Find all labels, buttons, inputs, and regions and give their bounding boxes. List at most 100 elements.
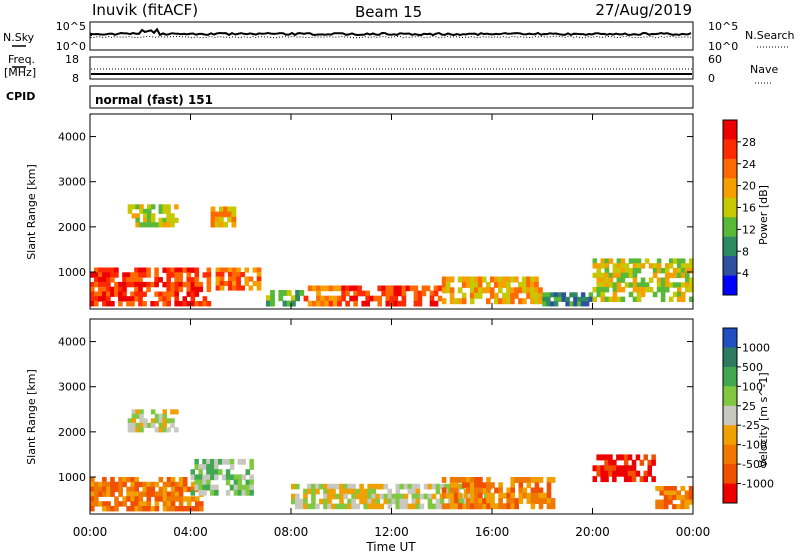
echo-cell (526, 276, 531, 283)
echo-cell (351, 493, 356, 500)
colorbar-swatch (723, 197, 737, 218)
echo-cell (118, 486, 123, 493)
echo-cell (219, 206, 224, 213)
echo-cell (98, 272, 103, 278)
echo-cell (604, 476, 609, 483)
echo-cell (361, 290, 366, 297)
echo-cell (341, 295, 346, 302)
echo-cell (608, 296, 614, 302)
echo-cell (399, 483, 405, 490)
echo-cell (286, 290, 292, 296)
x-tick-label: 08:00 (274, 525, 309, 539)
echo-cell (628, 258, 634, 264)
echo-cell (435, 498, 441, 505)
echo-cell (90, 506, 95, 512)
echo-cell (307, 488, 312, 495)
echo-cell (588, 292, 594, 298)
echo-cell (664, 277, 670, 283)
echo-cell (227, 206, 233, 213)
echo-cell (680, 282, 686, 288)
echo-cell (494, 292, 499, 299)
echo-cell (114, 291, 119, 297)
echo-cell (417, 290, 423, 297)
echo-cell (126, 272, 131, 278)
echo-cell (134, 272, 139, 278)
echo-cell (252, 267, 258, 273)
echo-cell (403, 503, 409, 510)
echo-cell (510, 287, 515, 294)
echo-cell (411, 503, 417, 510)
echo-cell (632, 287, 638, 293)
echo-cell (303, 503, 308, 510)
echo-cell (130, 501, 135, 507)
echo-cell (150, 301, 155, 307)
echo-cell (490, 292, 495, 299)
echo-cell (170, 422, 175, 428)
echo-cell (433, 290, 439, 297)
echo-cell (146, 272, 151, 278)
echo-cell (138, 481, 144, 488)
echo-cell (221, 458, 227, 465)
echo-cell (94, 496, 99, 502)
echo-cell (135, 427, 140, 433)
echo-cell (110, 477, 115, 483)
echo-cell (323, 503, 328, 510)
echo-cell (365, 290, 370, 297)
echo-cell (663, 504, 669, 510)
echo-cell (270, 300, 275, 307)
echo-cell (134, 296, 139, 302)
echo-cell (498, 281, 503, 288)
echo-cell (90, 272, 95, 278)
echo-cell (219, 211, 224, 218)
echo-cell (174, 427, 179, 433)
echo-cell (166, 418, 171, 424)
echo-cell (320, 285, 326, 292)
echo-cell (651, 459, 656, 466)
echo-cell (190, 506, 196, 512)
echo-cell (580, 292, 586, 298)
echo-cell (182, 481, 188, 488)
echo-cell (327, 483, 332, 490)
echo-cell (667, 499, 673, 505)
colorbar-tick-label: 28 (742, 136, 756, 149)
echo-cell (198, 301, 204, 307)
x-tick-label: 00:00 (73, 525, 108, 539)
echo-cell (130, 491, 135, 497)
echo-cell (592, 287, 598, 293)
echo-cell (146, 486, 152, 493)
colorbar-swatch (723, 425, 737, 446)
echo-cell (577, 296, 582, 302)
echo-cell (106, 296, 111, 302)
echo-cell (118, 481, 123, 488)
echo-cell (667, 495, 673, 501)
echo-cell (580, 301, 586, 307)
echo-cell (256, 272, 262, 278)
echo-cell (307, 300, 313, 307)
echo-cell (486, 492, 491, 499)
echo-cell (656, 277, 662, 283)
echo-cell (162, 281, 167, 288)
echo-cell (689, 263, 694, 269)
echo-cell (469, 276, 475, 283)
echo-cell (526, 498, 532, 504)
echo-cell (198, 484, 203, 491)
echo-cell (106, 281, 111, 288)
echo-cell (110, 506, 115, 512)
echo-cell (351, 488, 356, 495)
echo-cell (431, 493, 437, 500)
echo-cell (580, 296, 586, 302)
nsky-strip-frame (89, 21, 694, 51)
echo-cell (215, 272, 221, 278)
echo-cell (214, 458, 219, 465)
echo-cell (236, 285, 241, 291)
echo-cell (427, 483, 433, 490)
echo-cell (225, 474, 231, 481)
echo-cell (538, 298, 543, 305)
echo-cell (651, 476, 656, 483)
echo-cell (206, 277, 212, 283)
echo-cell (166, 301, 171, 307)
echo-cell (106, 267, 111, 273)
echo-cell (170, 481, 176, 488)
echo-cell (596, 268, 602, 274)
echo-cell (174, 409, 179, 415)
